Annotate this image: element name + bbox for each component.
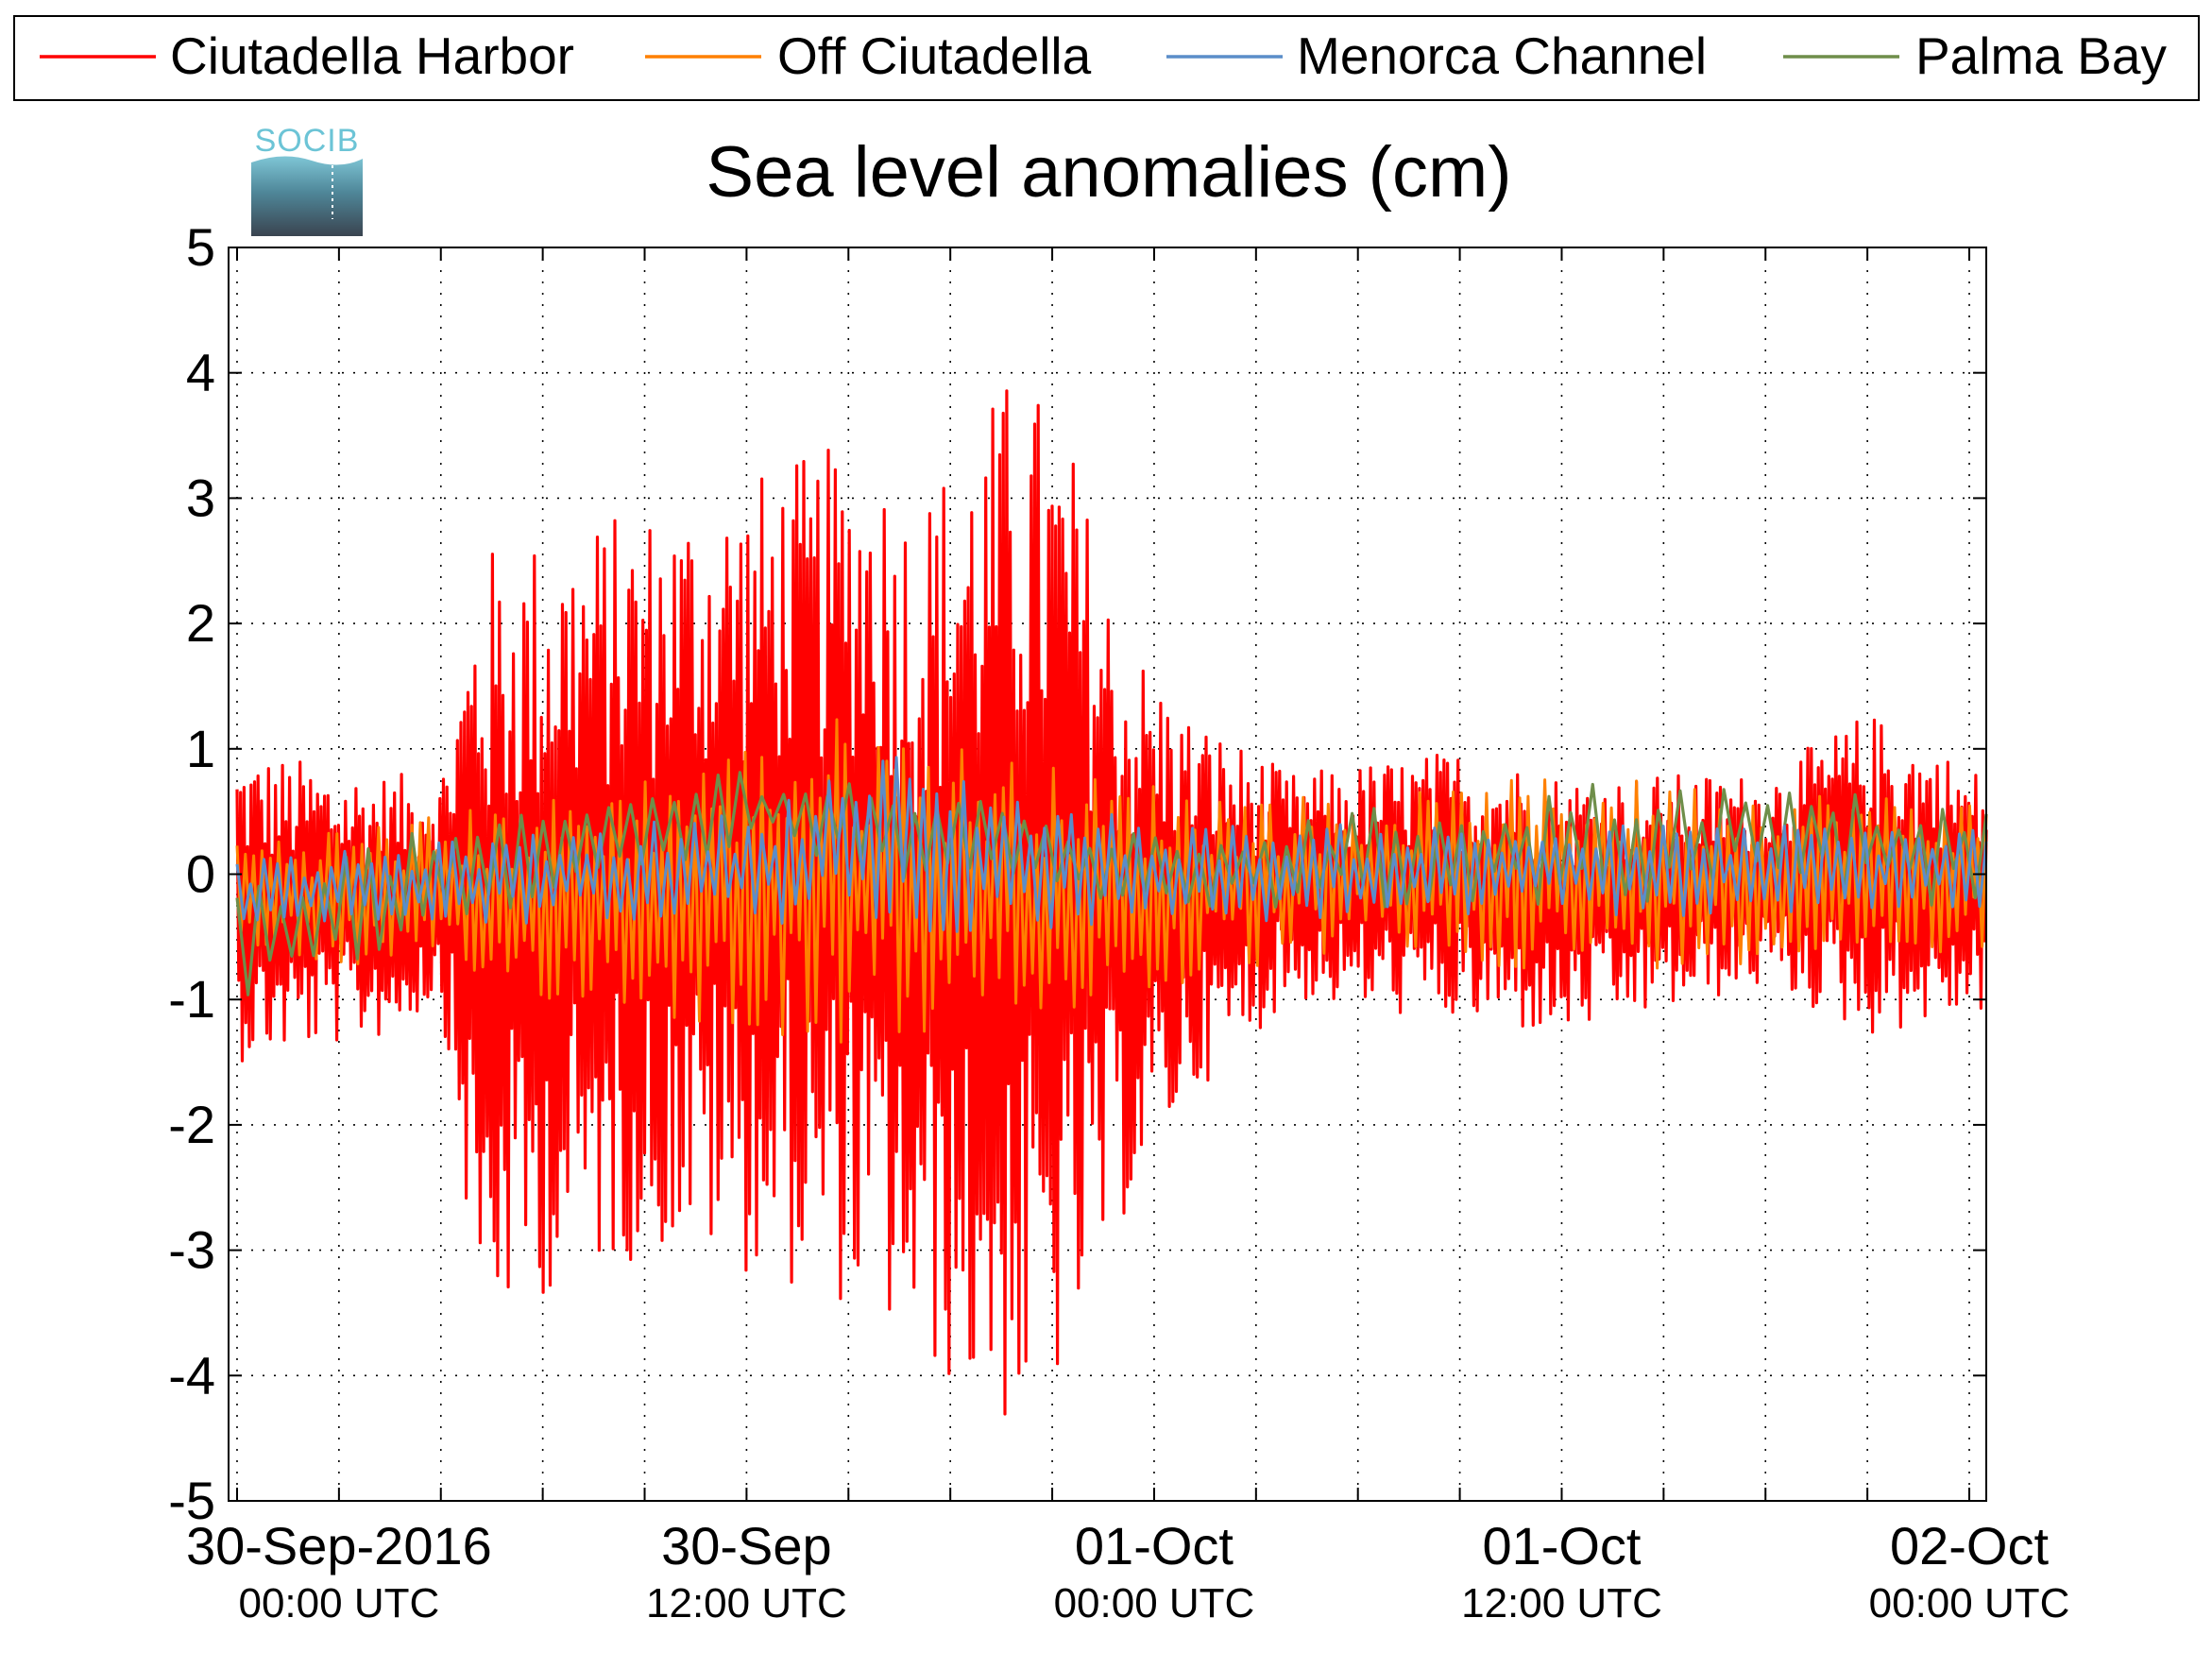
y-tick-label: -1 (168, 969, 215, 1029)
x-tick-date-label: 01-Oct (1075, 1516, 1234, 1575)
x-tick-date-label: 01-Oct (1482, 1516, 1641, 1575)
y-tick-label: -4 (168, 1345, 215, 1405)
y-tick-label: 3 (186, 468, 215, 527)
y-axis-labels: 5 4 3 2 1 0 -1 -2 -3 -4 -5 (168, 217, 215, 1530)
series-line-ciutadella-harbor (235, 389, 1988, 1416)
socib-logo-text: SOCIB (255, 123, 360, 159)
y-tick-label: 1 (186, 719, 215, 778)
series-line-menorca-channel (235, 756, 1988, 933)
x-axis-labels: 30-Sep-2016 00:00 UTC 30-Sep 12:00 UTC 01-Oc… (186, 1516, 2069, 1626)
y-tick-label: 2 (186, 593, 215, 653)
legend-label-palma-bay: Palma Bay (1915, 26, 2167, 85)
x-tick-time-label: 00:00 UTC (1054, 1580, 1255, 1626)
y-tick-label: -2 (168, 1095, 215, 1154)
x-tick-time-label: 12:00 UTC (1461, 1580, 1662, 1626)
chart-title: Sea level anomalies (cm) (706, 132, 1511, 213)
y-tick-label: 4 (186, 343, 215, 402)
x-tick-time-label: 00:00 UTC (1869, 1580, 2070, 1626)
socib-logo: SOCIB (251, 123, 363, 236)
y-tick-label: 0 (186, 844, 215, 904)
x-tick-time-label: 12:00 UTC (646, 1580, 847, 1626)
y-tick-label: -5 (168, 1471, 215, 1530)
data-series (235, 389, 1988, 1416)
y-tick-label: -3 (168, 1220, 215, 1280)
series-line-off-ciutadella (235, 718, 1988, 1044)
legend-label-off-ciutadella: Off Ciutadella (777, 26, 1092, 85)
x-tick-date-label: 30-Sep (661, 1516, 832, 1575)
y-tick-label: 5 (186, 217, 215, 277)
legend: Ciutadella Harbor Off Ciutadella Menorca… (13, 15, 2200, 101)
legend-label-menorca-channel: Menorca Channel (1297, 26, 1707, 85)
x-tick-date-label: 02-Oct (1890, 1516, 2049, 1575)
x-tick-date-label: 30-Sep-2016 (186, 1516, 492, 1575)
x-tick-time-label: 00:00 UTC (238, 1580, 439, 1626)
axis-ticks (229, 247, 1986, 1502)
socib-logo-wave (251, 156, 363, 236)
legend-label-ciutadella-harbor: Ciutadella Harbor (170, 26, 574, 85)
series-line-palma-bay (235, 771, 1988, 996)
